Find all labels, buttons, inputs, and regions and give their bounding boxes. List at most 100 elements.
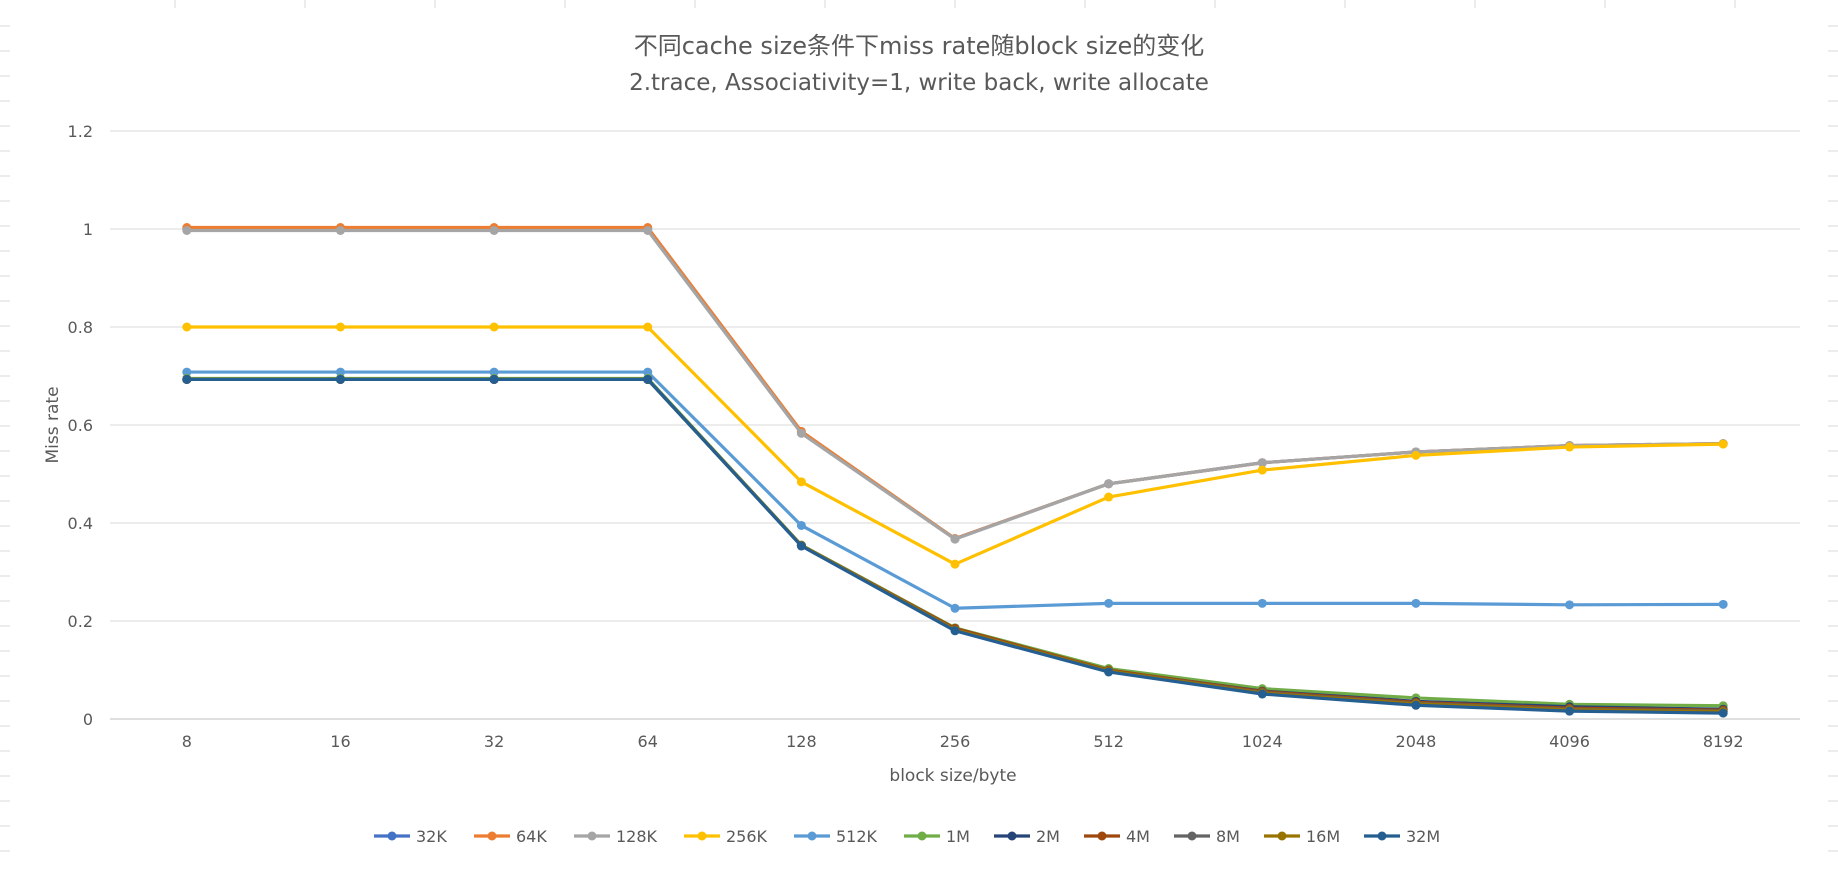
legend-item: 512K <box>794 827 878 846</box>
y-tick-label: 0.6 <box>68 416 93 435</box>
data-point <box>335 374 345 384</box>
legend-label: 4M <box>1126 827 1150 846</box>
x-tick-label: 8 <box>182 732 192 751</box>
data-point <box>182 322 192 332</box>
data-point <box>1257 465 1267 475</box>
chart-subtitle: 2.trace, Associativity=1, write back, wr… <box>629 70 1209 96</box>
data-point <box>950 559 960 569</box>
series-32m <box>182 374 1728 718</box>
x-tick-label: 2048 <box>1396 732 1437 751</box>
data-point <box>489 225 499 235</box>
legend-marker <box>1187 831 1197 841</box>
legend-marker <box>587 831 597 841</box>
legend-marker <box>387 831 397 841</box>
data-point <box>643 225 653 235</box>
data-point <box>489 322 499 332</box>
legend-item: 4M <box>1084 827 1150 846</box>
legend-item: 32K <box>374 827 447 846</box>
data-point <box>643 322 653 332</box>
data-point <box>643 367 653 377</box>
data-point <box>489 367 499 377</box>
legend-label: 8M <box>1216 827 1240 846</box>
x-tick-label: 32 <box>484 732 504 751</box>
data-point <box>1104 479 1114 489</box>
data-point <box>489 374 499 384</box>
legend-label: 128K <box>616 827 658 846</box>
data-point <box>182 225 192 235</box>
data-point <box>796 541 806 551</box>
y-tick-label: 0 <box>83 710 93 729</box>
legend-item: 32M <box>1364 827 1440 846</box>
legend-label: 64K <box>516 827 547 846</box>
y-tick-label: 1 <box>83 220 93 239</box>
legend-item: 1M <box>904 827 970 846</box>
x-axis-label: block size/byte <box>889 766 1016 786</box>
legend-label: 1M <box>946 827 970 846</box>
y-tick-label: 0.2 <box>68 612 93 631</box>
data-point <box>1257 598 1267 608</box>
series-512k <box>182 367 1728 613</box>
data-point <box>796 520 806 530</box>
data-point <box>643 374 653 384</box>
y-tick-label: 1.2 <box>68 122 93 141</box>
data-point <box>1104 492 1114 502</box>
legend-marker <box>1377 831 1387 841</box>
legend-label: 2M <box>1036 827 1060 846</box>
data-point <box>1104 598 1114 608</box>
y-axis-label: Miss rate <box>43 386 63 463</box>
data-point <box>1565 706 1575 716</box>
legend-marker <box>487 831 497 841</box>
x-tick-label: 4096 <box>1549 732 1590 751</box>
legend: 32K 64K 128K 256K 512K 1M 2M 4M 8M 16M 32M <box>374 827 1440 846</box>
legend-marker <box>697 831 707 841</box>
data-point <box>335 322 345 332</box>
legend-item: 2M <box>994 827 1060 846</box>
data-point <box>1411 450 1421 460</box>
x-tick-label: 16 <box>330 732 350 751</box>
x-tick-label: 8192 <box>1703 732 1744 751</box>
series-256k <box>182 322 1728 569</box>
x-tick-label: 512 <box>1093 732 1124 751</box>
data-point <box>796 477 806 487</box>
y-tick-label: 0.4 <box>68 514 93 533</box>
data-point <box>182 367 192 377</box>
data-point <box>1565 600 1575 610</box>
data-point <box>335 225 345 235</box>
y-axis-ticks: 0 0.2 0.4 0.6 0.8 1 1.2 <box>68 122 93 729</box>
data-point <box>182 374 192 384</box>
legend-item: 256K <box>684 827 768 846</box>
data-point <box>1257 689 1267 699</box>
data-point <box>1411 700 1421 710</box>
chart-area <box>10 8 1828 864</box>
legend-label: 512K <box>836 827 878 846</box>
data-point <box>1411 598 1421 608</box>
data-point <box>1565 442 1575 452</box>
legend-marker <box>807 831 817 841</box>
data-point <box>1257 458 1267 468</box>
data-point <box>1718 708 1728 718</box>
legend-item: 8M <box>1174 827 1240 846</box>
series-lines <box>182 223 1728 718</box>
x-tick-label: 128 <box>786 732 817 751</box>
spreadsheet-grid <box>0 0 1838 852</box>
data-point <box>1718 599 1728 609</box>
legend-item: 64K <box>474 827 547 846</box>
data-point <box>950 626 960 636</box>
legend-marker <box>1007 831 1017 841</box>
legend-label: 16M <box>1306 827 1340 846</box>
legend-item: 16M <box>1264 827 1340 846</box>
legend-marker <box>1277 831 1287 841</box>
data-point <box>950 534 960 544</box>
legend-item: 128K <box>574 827 658 846</box>
x-tick-label: 64 <box>638 732 658 751</box>
legend-marker <box>1097 831 1107 841</box>
y-tick-label: 0.8 <box>68 318 93 337</box>
data-point <box>335 367 345 377</box>
legend-label: 32K <box>416 827 447 846</box>
legend-label: 32M <box>1406 827 1440 846</box>
data-point <box>1104 667 1114 677</box>
x-axis-ticks: 8 16 32 64 128 256 512 1024 2048 4096 8192 <box>182 732 1744 751</box>
legend-label: 256K <box>726 827 768 846</box>
data-point <box>1718 439 1728 449</box>
